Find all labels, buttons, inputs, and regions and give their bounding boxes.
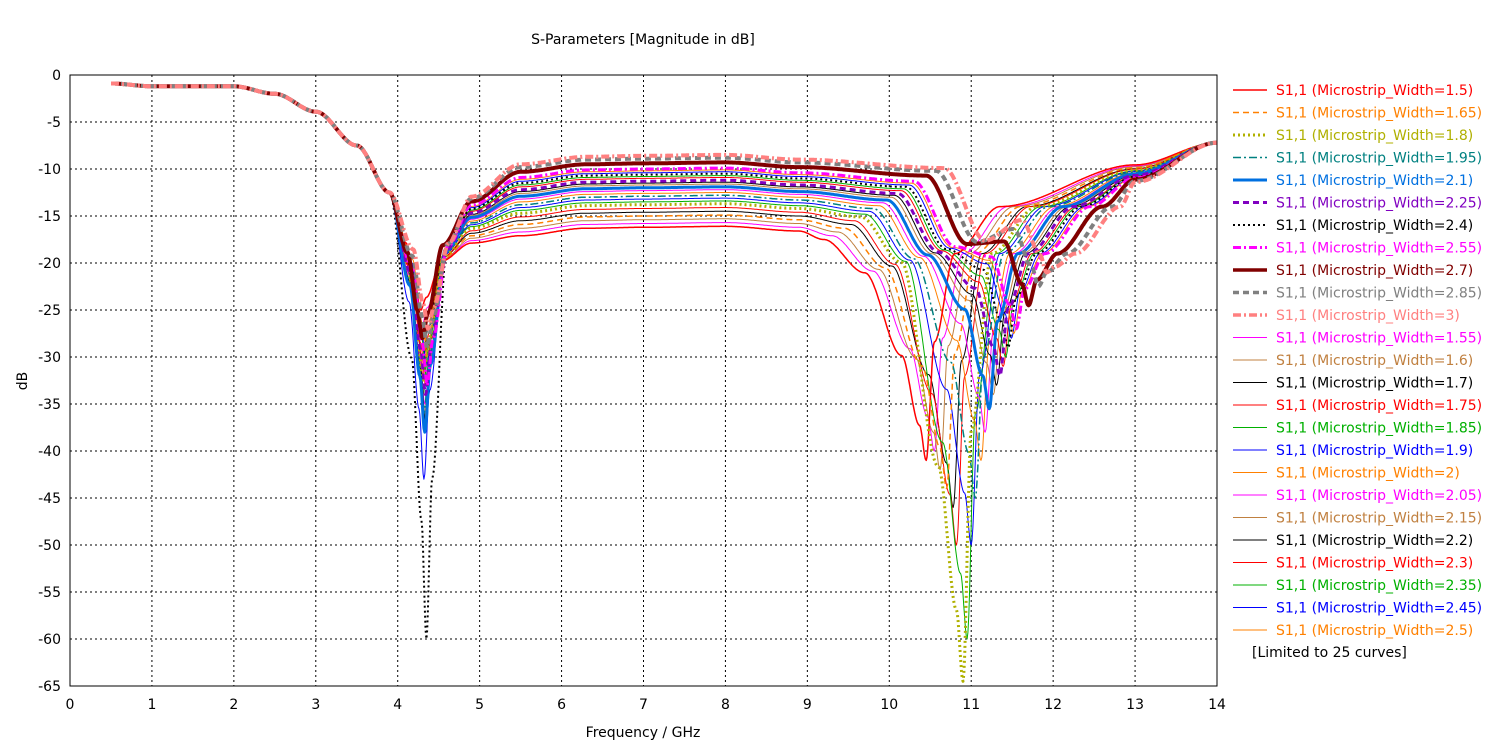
y-tick-label: -30 (38, 350, 61, 366)
series-line (111, 83, 1217, 386)
legend-entry: S1,1 (Microstrip_Width=1.7) (1276, 376, 1473, 392)
series-line (111, 82, 1217, 490)
series-line (111, 82, 1217, 499)
y-axis-ticks: 0 -5 -10 -15 -20 -25 -30 -35 -40 -45 -50 -55 -60 -65 (38, 68, 61, 695)
series-line (111, 83, 1217, 546)
series-line (110, 82, 1218, 640)
x-tick-label: 4 (393, 697, 402, 713)
legend-entry: S1,1 (Microstrip_Width=2.25) (1276, 196, 1482, 212)
x-tick-label: 14 (1208, 697, 1226, 713)
series-line (111, 83, 1217, 508)
legend-note: [Limited to 25 curves] (1252, 645, 1407, 661)
y-tick-label: -5 (47, 115, 61, 131)
legend-entry: S1,1 (Microstrip_Width=2.7) (1276, 263, 1473, 279)
legend-entry: S1,1 (Microstrip_Width=2.05) (1276, 488, 1482, 504)
x-tick-label: 2 (229, 697, 238, 713)
legend-entry: S1,1 (Microstrip_Width=2) (1276, 466, 1460, 482)
legend-entry: S1,1 (Microstrip_Width=1.85) (1276, 421, 1482, 437)
x-tick-label: 0 (66, 697, 75, 713)
legend-entry: S1,1 (Microstrip_Width=1.65) (1276, 106, 1482, 122)
x-axis-label: Frequency / GHz (586, 725, 701, 741)
y-tick-label: -45 (38, 491, 61, 507)
x-tick-label: 9 (803, 697, 812, 713)
legend-entry: S1,1 (Microstrip_Width=2.1) (1276, 173, 1473, 189)
series-line (111, 83, 1217, 471)
series-line (109, 81, 1219, 331)
series-line (110, 82, 1218, 397)
legend-entry: S1,1 (Microstrip_Width=1.5) (1276, 83, 1473, 99)
x-axis-ticks: 0 1 2 3 4 5 6 7 8 9 10 11 12 13 14 (66, 697, 1226, 713)
legend-entry: S1,1 (Microstrip_Width=1.75) (1276, 398, 1482, 414)
x-tick-label: 3 (311, 697, 320, 713)
plot-curves (109, 81, 1219, 683)
x-tick-label: 12 (1044, 697, 1062, 713)
x-tick-label: 8 (721, 697, 730, 713)
grid-lines (70, 75, 1217, 686)
legend-entry: S1,1 (Microstrip_Width=2.55) (1276, 241, 1482, 257)
series-line (111, 83, 1217, 640)
series-line (111, 83, 1217, 424)
legend-entry: S1,1 (Microstrip_Width=1.8) (1276, 128, 1473, 144)
legend-entry: S1,1 (Microstrip_Width=2.35) (1276, 578, 1482, 594)
y-tick-label: -10 (38, 162, 61, 178)
x-tick-label: 5 (475, 697, 484, 713)
y-tick-label: -50 (38, 538, 61, 554)
x-tick-label: 1 (147, 697, 156, 713)
series-line (111, 83, 1217, 546)
series-line (109, 81, 1219, 350)
x-tick-label: 13 (1126, 697, 1144, 713)
legend-entry: S1,1 (Microstrip_Width=1.55) (1276, 331, 1482, 347)
legend-entry: S1,1 (Microstrip_Width=2.4) (1276, 218, 1473, 234)
legend-entry: S1,1 (Microstrip_Width=1.6) (1276, 353, 1473, 369)
x-tick-label: 10 (880, 697, 898, 713)
y-tick-label: -35 (38, 397, 61, 413)
y-axis-label: dB (15, 372, 31, 391)
legend: S1,1 (Microstrip_Width=1.5) S1,1 (Microst… (1233, 83, 1482, 639)
y-tick-label: -60 (38, 632, 61, 648)
series-line (111, 83, 1217, 377)
legend-entry: S1,1 (Microstrip_Width=2.15) (1276, 511, 1482, 527)
x-tick-label: 7 (639, 697, 648, 713)
y-tick-label: 0 (52, 68, 61, 84)
x-tick-label: 6 (557, 697, 566, 713)
x-tick-label: 11 (962, 697, 980, 713)
y-tick-label: -15 (38, 209, 61, 225)
legend-entry: S1,1 (Microstrip_Width=3) (1276, 308, 1460, 324)
legend-entry: S1,1 (Microstrip_Width=1.9) (1276, 443, 1473, 459)
y-tick-label: -40 (38, 444, 61, 460)
legend-entry: S1,1 (Microstrip_Width=2.45) (1276, 601, 1482, 617)
legend-entry: S1,1 (Microstrip_Width=2.2) (1276, 533, 1473, 549)
chart-title: S-Parameters [Magnitude in dB] (531, 32, 755, 48)
legend-entry: S1,1 (Microstrip_Width=1.95) (1276, 151, 1482, 167)
plot-frame (69, 74, 1218, 687)
legend-entry: S1,1 (Microstrip_Width=2.3) (1276, 556, 1473, 572)
y-tick-label: -20 (38, 256, 61, 272)
y-tick-label: -55 (38, 585, 61, 601)
y-tick-label: -65 (38, 679, 61, 695)
y-tick-label: -25 (38, 303, 61, 319)
legend-entry: S1,1 (Microstrip_Width=2.5) (1276, 623, 1473, 639)
legend-entry: S1,1 (Microstrip_Width=2.85) (1276, 286, 1482, 302)
